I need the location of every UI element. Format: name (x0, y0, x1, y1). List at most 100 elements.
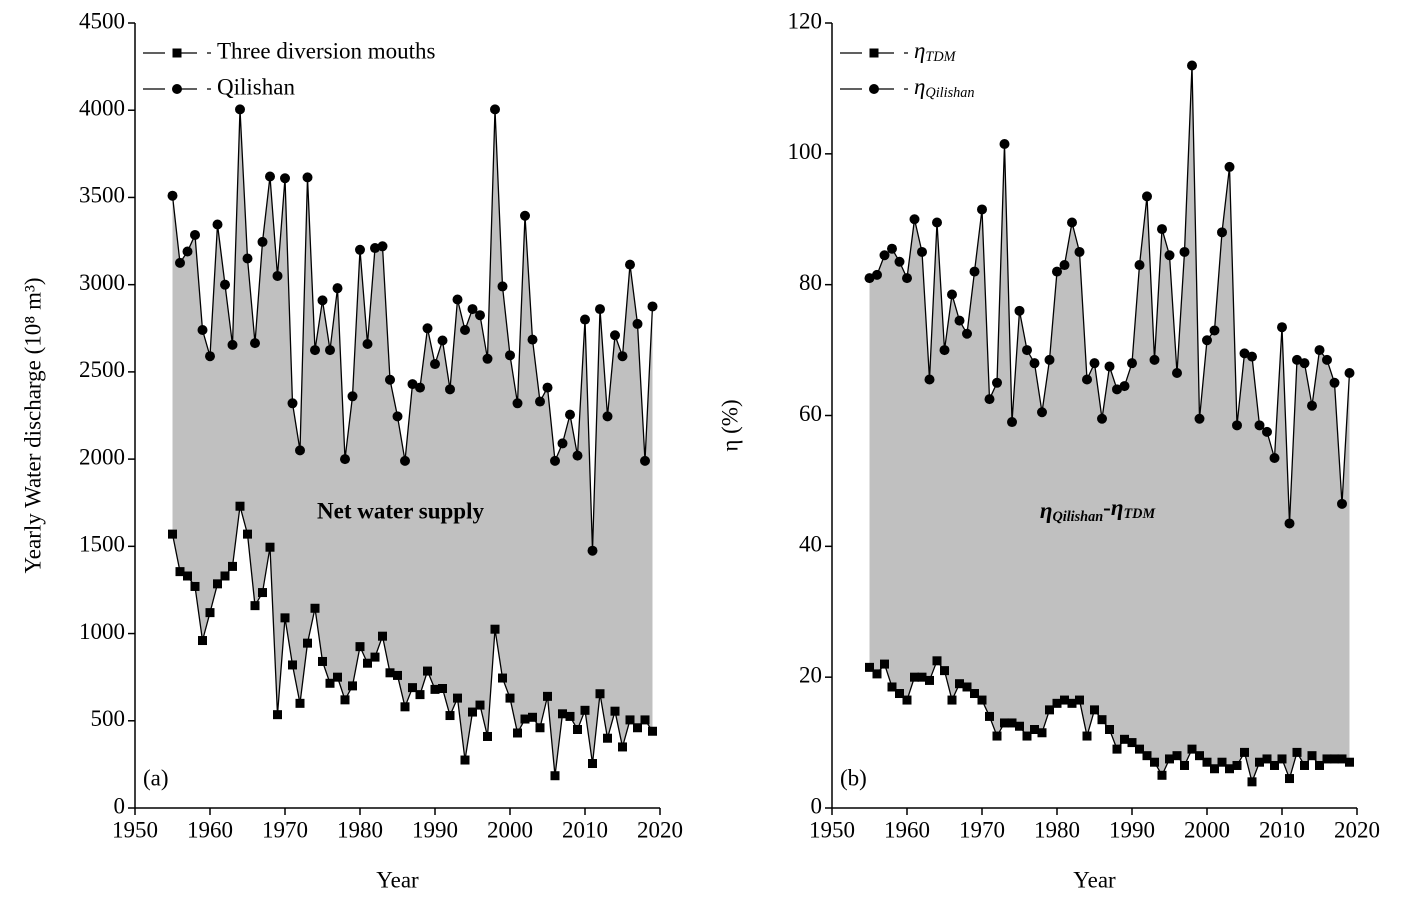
data-point (453, 693, 462, 703)
data-point (483, 731, 492, 741)
data-point (947, 289, 957, 300)
data-point (1179, 246, 1190, 257)
data-point (558, 709, 567, 719)
data-point (977, 695, 987, 705)
data-point (1202, 335, 1212, 346)
data-point (985, 711, 994, 721)
data-point (498, 673, 507, 683)
data-point (1247, 351, 1257, 362)
data-point (977, 204, 987, 215)
data-point (1127, 358, 1137, 369)
data-point (1157, 770, 1167, 780)
y-tick-label: 40 (799, 532, 822, 557)
data-point (1217, 227, 1227, 238)
data-point (1037, 728, 1047, 738)
data-point (422, 323, 433, 334)
x-tick-label: 1980 (337, 817, 383, 842)
y-axis-title: Yearly Water discharge (10⁸ m³) (20, 277, 45, 573)
data-point (954, 315, 965, 326)
data-point (1089, 358, 1100, 369)
data-point (610, 706, 620, 716)
data-point (430, 359, 440, 370)
data-point (1210, 764, 1219, 774)
data-point (212, 219, 223, 230)
x-tick-label: 2020 (637, 817, 683, 842)
data-point (603, 733, 612, 743)
data-point (1067, 217, 1077, 228)
data-point (1270, 760, 1279, 770)
x-tick-label: 2010 (562, 817, 608, 842)
data-point (970, 689, 979, 699)
data-point (542, 382, 553, 393)
legend-label: Three diversion mouths (217, 38, 436, 63)
data-point (355, 642, 365, 652)
data-point (370, 243, 380, 254)
y-tick-label: 120 (788, 8, 823, 33)
data-point (1225, 764, 1234, 774)
data-point (565, 409, 575, 420)
data-point (1142, 751, 1152, 761)
data-point (1314, 345, 1325, 356)
data-point (880, 659, 889, 669)
data-point (482, 353, 493, 364)
data-point (1299, 358, 1310, 369)
data-point (1344, 367, 1355, 378)
data-point (1239, 348, 1250, 359)
data-point (1345, 757, 1354, 767)
data-point (535, 396, 545, 407)
data-point (363, 658, 372, 668)
data-point (295, 698, 305, 708)
data-point (280, 613, 290, 623)
y-tick-label: 4000 (79, 96, 125, 121)
y-tick-label: 1000 (79, 619, 125, 644)
data-point (865, 662, 874, 672)
data-point (1059, 260, 1070, 271)
data-point (565, 711, 575, 721)
data-point (580, 314, 590, 325)
y-tick-label: 100 (788, 139, 823, 164)
data-point (1307, 751, 1317, 761)
data-point (475, 700, 485, 710)
data-point (408, 683, 417, 693)
data-point (618, 742, 627, 752)
data-point (879, 250, 890, 261)
data-point (288, 660, 297, 670)
y-tick-label: 500 (91, 706, 126, 731)
data-point (1292, 354, 1302, 365)
x-tick-label: 1990 (412, 817, 458, 842)
data-point (1307, 400, 1317, 411)
data-point (1322, 754, 1332, 764)
data-point (1329, 377, 1340, 388)
data-point (198, 636, 207, 646)
data-point (1277, 754, 1287, 764)
data-point (939, 345, 950, 356)
data-point (1262, 426, 1272, 437)
x-tick-label: 1970 (262, 817, 308, 842)
data-point (1014, 305, 1025, 316)
data-point (317, 295, 328, 306)
data-point (602, 411, 613, 422)
x-tick-label: 1960 (187, 817, 233, 842)
legend-marker (869, 48, 879, 58)
data-point (445, 384, 455, 395)
data-point (167, 190, 178, 201)
x-tick-label: 1980 (1034, 817, 1080, 842)
data-point (1074, 246, 1085, 257)
data-point (550, 771, 560, 781)
data-point (168, 529, 177, 539)
data-point (1172, 367, 1182, 378)
data-point (400, 455, 410, 466)
data-point (295, 445, 305, 456)
y-tick-label: 3000 (79, 270, 125, 295)
data-point (947, 695, 957, 705)
data-point (228, 561, 237, 571)
x-tick-label: 1960 (884, 817, 930, 842)
data-point (1015, 721, 1024, 731)
y-tick-label: 80 (799, 270, 822, 295)
data-point (273, 710, 282, 720)
data-point (1165, 754, 1174, 764)
data-point (347, 391, 358, 402)
data-point (1195, 751, 1204, 761)
y-tick-label: 20 (799, 662, 822, 687)
